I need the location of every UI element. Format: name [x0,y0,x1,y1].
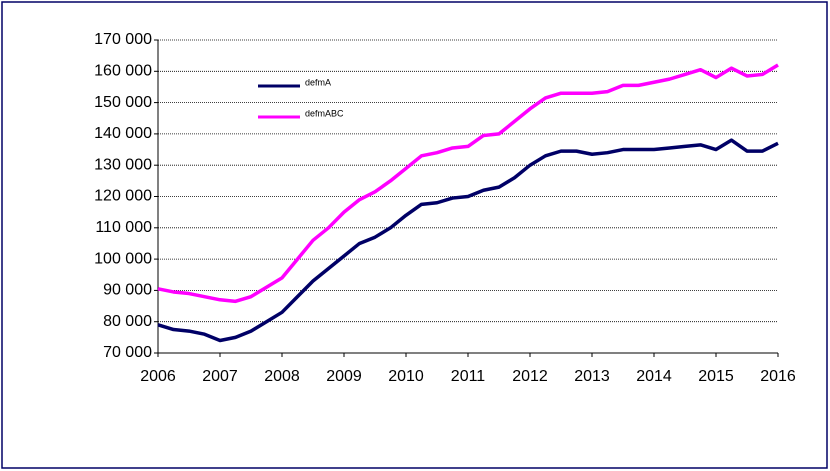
legend-label: defmABC [305,108,344,118]
x-tick-label: 2012 [512,368,548,385]
x-tick-label: 2011 [451,368,486,385]
y-tick-label: 160 000 [94,63,152,80]
x-tick-label: 2008 [264,368,300,385]
y-tick-label: 80 000 [103,313,152,330]
x-tick-label: 2016 [760,368,796,385]
y-tick-label: 140 000 [94,125,152,142]
y-tick-label: 130 000 [94,156,152,173]
y-tick-label: 70 000 [103,344,152,361]
x-tick-label: 2010 [388,368,424,385]
y-tick-label: 120 000 [94,188,152,205]
x-tick-label: 2007 [202,368,238,385]
series-line [157,138,779,343]
y-tick-label: 110 000 [95,219,152,236]
y-tick-label: 90 000 [103,282,152,299]
y-tick-label: 150 000 [94,94,152,111]
x-tick-label: 2014 [636,368,672,385]
series-line [157,63,779,304]
y-tick-label: 100 000 [94,250,152,267]
x-tick-label: 2015 [698,368,734,385]
legend-label: defmA [305,77,331,87]
y-tick-label: 170 000 [94,31,152,48]
x-tick-label: 2013 [574,368,610,385]
x-tick-label: 2009 [326,368,362,385]
x-tick-label: 2006 [140,368,176,385]
